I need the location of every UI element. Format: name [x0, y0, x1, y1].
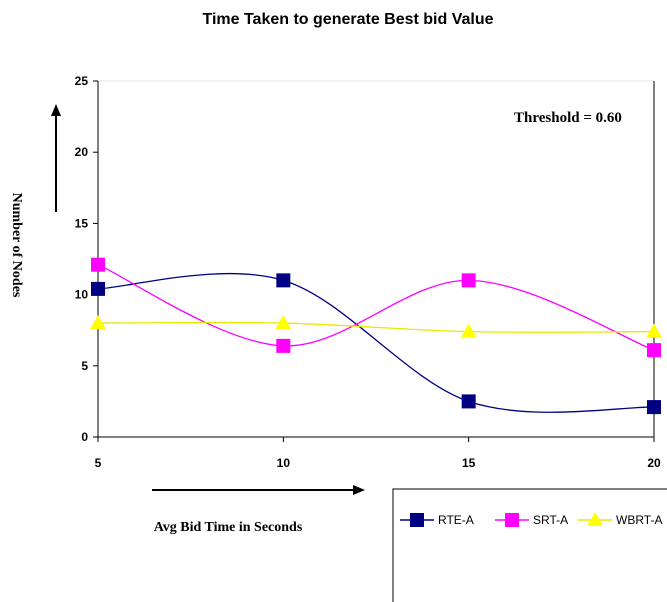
legend-marker-rte-a: [410, 513, 424, 527]
y-tick-label: 5: [81, 359, 88, 373]
legend-label-wbrt-a: WBRT-A: [616, 513, 662, 527]
data-point-rte-a: [461, 394, 476, 409]
y-tick-label: 25: [75, 74, 89, 88]
data-point-wbrt-a: [460, 323, 477, 338]
data-point-srt-a: [276, 338, 291, 353]
y-axis-label: Number of Nodes: [9, 193, 24, 298]
series-line-wbrt-a: [97, 321, 655, 333]
data-point-rte-a: [91, 281, 105, 296]
series-line-srt-a: [97, 264, 655, 351]
x-tick-label: 20: [647, 456, 661, 470]
legend-label-srt-a: SRT-A: [533, 513, 568, 527]
x-tick-label: 15: [462, 456, 476, 470]
series-line-rte-a: [97, 272, 655, 413]
y-tick-label: 10: [75, 288, 89, 302]
data-point-wbrt-a: [275, 315, 292, 330]
y-tick-label: 15: [75, 216, 89, 230]
y-tick-label: 0: [81, 430, 88, 444]
y-tick-label: 20: [75, 145, 89, 159]
data-point-rte-a: [647, 400, 661, 415]
x-tick-label: 5: [95, 456, 102, 470]
data-point-srt-a: [461, 273, 476, 288]
legend: RTE-A SRT-A WBRT-A: [400, 512, 662, 527]
x-tick-label: 10: [277, 456, 291, 470]
data-point-srt-a: [647, 343, 661, 358]
x-axis-label: Avg Bid Time in Seconds: [154, 520, 303, 535]
series-layer: [90, 257, 662, 415]
data-point-wbrt-a: [90, 315, 106, 330]
legend-marker-srt-a: [505, 513, 519, 527]
data-point-wbrt-a: [646, 323, 662, 338]
y-axis-arrow-head: [51, 104, 61, 116]
legend-label-rte-a: RTE-A: [438, 513, 474, 527]
data-point-rte-a: [276, 273, 291, 288]
data-point-srt-a: [91, 257, 105, 272]
threshold-annotation: Threshold = 0.60: [514, 110, 622, 126]
chart-title: Time Taken to generate Best bid Value: [202, 11, 493, 28]
legend-box: [392, 488, 667, 602]
legend-marker-wbrt-a: [587, 512, 603, 526]
x-axis-arrow-head: [353, 485, 365, 495]
